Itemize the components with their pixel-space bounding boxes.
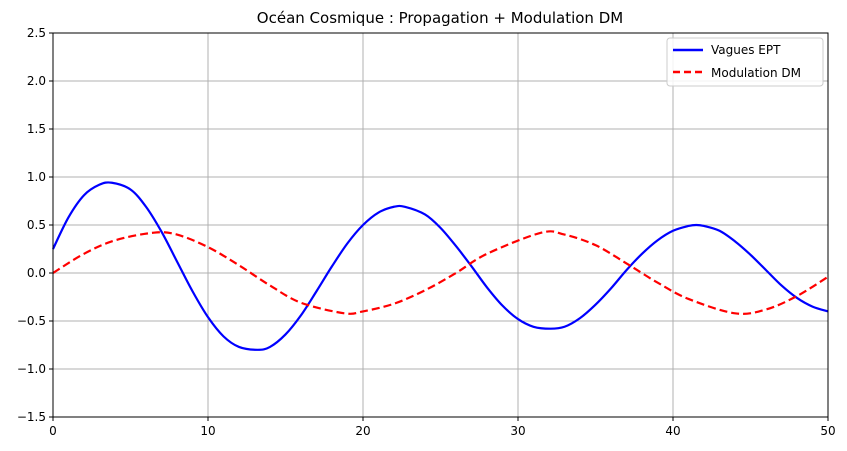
x-tick-label: 50 <box>820 424 835 438</box>
y-tick-label: 0.0 <box>27 266 46 280</box>
x-tick-label: 10 <box>200 424 215 438</box>
series-lines <box>52 181 829 351</box>
y-tick-label: −1.0 <box>17 362 46 376</box>
axis-ticks: 0 10 20 30 40 50 −1.5 −1.0 −0.5 0.0 0.5 1.0 1.5 2.0 2.… <box>17 26 836 438</box>
legend: Vagues EPT Modulation DM <box>666 37 824 87</box>
y-tick-label: −0.5 <box>17 314 46 328</box>
legend-label-modulation-dm: Modulation DM <box>711 66 801 80</box>
x-tick-label: 40 <box>665 424 680 438</box>
x-tick-label: 20 <box>355 424 370 438</box>
y-tick-label: 2.0 <box>27 74 46 88</box>
series-line-0 <box>52 181 829 351</box>
y-tick-label: 2.5 <box>27 26 46 40</box>
y-tick-label: −1.5 <box>17 410 46 424</box>
chart-title: Océan Cosmique : Propagation + Modulatio… <box>257 9 623 27</box>
series-line-1 <box>52 230 829 315</box>
y-tick-label: 1.0 <box>27 170 46 184</box>
x-tick-label: 30 <box>510 424 525 438</box>
y-tick-label: 0.5 <box>27 218 46 232</box>
legend-label-vagues-ept: Vagues EPT <box>711 43 781 57</box>
y-tick-label: 1.5 <box>27 122 46 136</box>
legend-box <box>666 37 824 87</box>
x-tick-label: 0 <box>49 424 57 438</box>
